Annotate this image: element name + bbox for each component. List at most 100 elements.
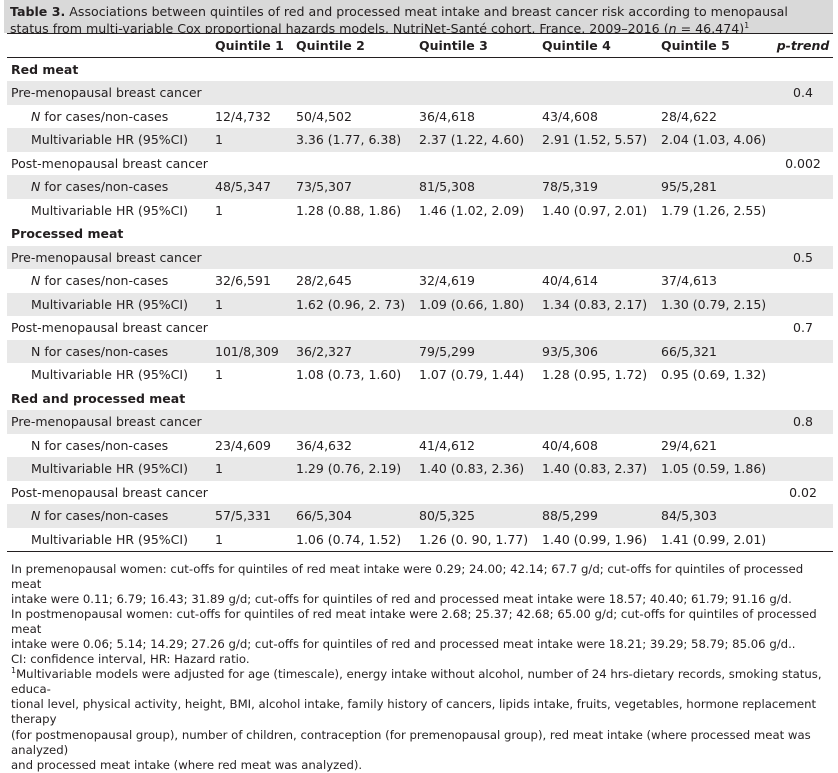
p-trend-empty [773, 363, 833, 387]
cell-quintile-1: 32/6,591 [215, 273, 271, 289]
subgroup-label: Pre-menopausal breast cancer [7, 245, 773, 269]
cell-quintile-2: 36/4,632 [296, 437, 352, 453]
row-label: N for cases/non-cases [7, 504, 215, 528]
row-label-italic: N [31, 508, 41, 524]
cell-quintile-3: 36/4,618 [419, 108, 475, 124]
cell-quintile-2: 1.28 (0.88, 1.86) [296, 202, 402, 218]
cell-quintile-4: 93/5,306 [542, 339, 661, 363]
footnote-premenopausal-line2: intake were 0.11; 6.79; 16.43; 31.89 g/d… [11, 591, 792, 606]
row-label-text: Multivariable HR (95%CI) [31, 461, 188, 477]
footnote-adjustment-text1: Multivariable models were adjusted for a… [11, 667, 822, 697]
cell-quintile-4: 1.40 (0.97, 2.01) [542, 202, 648, 218]
caption-n-symbol: n [668, 20, 677, 34]
p-trend-value: 0.02 [789, 484, 817, 500]
row-label: Multivariable HR (95%CI) [7, 363, 215, 387]
p-trend-value: 0.8 [773, 410, 833, 434]
caption-text: Associations between quintiles of red an… [10, 4, 788, 33]
cell-quintile-3: 1.46 (1.02, 2.09) [419, 202, 525, 218]
table-row: Multivariable HR (95%CI) 1 3.36 (1.77, 6.3… [7, 128, 833, 152]
cell-quintile-5: 37/4,613 [661, 273, 717, 289]
cell-quintile-5: 28/4,622 [661, 108, 717, 124]
header-p-trend: p-trend [773, 33, 833, 58]
cell-quintile-2: 66/5,304 [296, 504, 419, 528]
cell-quintile-2: 28/2,645 [296, 273, 352, 289]
cell-quintile-1: 48/5,347 [215, 175, 296, 199]
row-label-text: for cases/non-cases [40, 508, 169, 524]
table-row: Multivariable HR (95%CI) 1 1.62 (0.96, 2. … [7, 292, 833, 316]
table-row: N for cases/non-cases 57/5,331 66/5,304 80/… [7, 504, 833, 528]
row-label-text: for cases/non-cases [40, 108, 169, 124]
table-row: Multivariable HR (95%CI) 1 1.08 (0.73, 1.6… [7, 363, 833, 387]
subgroup-row: Pre-menopausal breast cancer 0.4 [7, 81, 833, 105]
table-label: Table 3. [10, 4, 66, 19]
row-label: Multivariable HR (95%CI) [7, 292, 215, 316]
cell-quintile-4: 78/5,319 [542, 175, 661, 199]
footnote-adjustment-line1: 1Multivariable models were adjusted for … [11, 667, 833, 697]
cell-quintile-5: 95/5,281 [661, 175, 773, 199]
row-label: Multivariable HR (95%CI) [7, 457, 215, 481]
row-label-italic: N [31, 108, 41, 124]
cell-quintile-1: 23/4,609 [215, 437, 271, 453]
p-trend-value: 0.002 [785, 155, 821, 171]
subgroup-label: Pre-menopausal breast cancer [7, 410, 773, 434]
header-blank [7, 33, 215, 58]
cell-quintile-1: 101/8,309 [215, 339, 296, 363]
subgroup-row: Pre-menopausal breast cancer 0.8 [7, 410, 833, 434]
results-table: Quintile 1 Quintile 2 Quintile 3 Quintil… [7, 33, 833, 552]
p-trend-value: 0.7 [793, 320, 813, 336]
section-title: Processed meat [11, 226, 124, 242]
cell-quintile-5: 2.04 (1.03, 4.06) [661, 128, 773, 152]
header-quintile-4: Quintile 4 [542, 33, 661, 58]
cell-quintile-4: 43/4,608 [542, 108, 598, 124]
header-quintile-5: Quintile 5 [661, 33, 773, 58]
cell-quintile-3: 2.37 (1.22, 4.60) [419, 128, 542, 152]
footnote-adjustment-line2: tional level, physical activity, height,… [11, 697, 817, 727]
footnote-postmenopausal-line2: intake were 0.06; 5.14; 14.29; 27.26 g/d… [11, 636, 796, 651]
section-title: Red and processed meat [11, 390, 186, 406]
cell-quintile-3: 1.26 (0. 90, 1.77) [419, 527, 542, 552]
cell-quintile-4: 1.28 (0.95, 1.72) [542, 367, 648, 383]
row-label-italic: N [31, 273, 41, 289]
section-title: Red meat [11, 62, 79, 77]
cell-quintile-2: 1.29 (0.76, 2.19) [296, 457, 419, 481]
subgroup-row: Post-menopausal breast cancer 0.002 [7, 152, 833, 176]
cell-quintile-4: 1.34 (0.83, 2.17) [542, 292, 661, 316]
cell-quintile-1: 1 [215, 202, 223, 218]
p-trend-empty [773, 339, 833, 363]
cell-quintile-2: 1.06 (0.74, 1.52) [296, 527, 419, 552]
cell-quintile-1: 1 [215, 457, 296, 481]
cell-quintile-3: 79/5,299 [419, 339, 542, 363]
cell-quintile-5: 0.95 (0.69, 1.32) [661, 367, 767, 383]
row-label: N for cases/non-cases [7, 269, 215, 293]
cell-quintile-1: 1 [215, 128, 296, 152]
cell-quintile-3: 1.09 (0.66, 1.80) [419, 292, 542, 316]
table-row: N for cases/non-cases 101/8,309 36/2,327 79… [7, 339, 833, 363]
footnote-adjustment-line4: and processed meat intake (where red mea… [11, 757, 363, 772]
subgroup-row: Post-menopausal breast cancer 0.7 [7, 316, 833, 340]
cell-quintile-2: 36/2,327 [296, 339, 419, 363]
caption-footnote-marker: 1 [744, 20, 750, 30]
row-label-text: Multivariable HR (95%CI) [31, 531, 188, 547]
cell-quintile-1: 12/4,732 [215, 108, 271, 124]
row-label-text: N for cases/non-cases [31, 437, 169, 453]
p-trend-empty [773, 128, 833, 152]
row-label-text: N for cases/non-cases [31, 343, 169, 359]
subgroup-row: Post-menopausal breast cancer 0.02 [7, 481, 833, 505]
table-row: N for cases/non-cases 48/5,347 73/5,307 81/… [7, 175, 833, 199]
row-label: Multivariable HR (95%CI) [7, 527, 215, 552]
cell-quintile-4: 2.91 (1.52, 5.57) [542, 128, 661, 152]
cell-quintile-5: 1.79 (1.26, 2.55) [661, 202, 767, 218]
subgroup-label: Post-menopausal breast cancer [11, 155, 208, 171]
table-caption: Table 3. Associations between quintiles … [4, 0, 833, 33]
header-quintile-3: Quintile 3 [419, 33, 542, 58]
footnote-abbreviations: CI: confidence interval, HR: Hazard rati… [11, 652, 250, 667]
cell-quintile-2: 1.62 (0.96, 2. 73) [296, 292, 419, 316]
table-row: Multivariable HR (95%CI) 1 1.29 (0.76, 2.1… [7, 457, 833, 481]
p-trend-empty [773, 175, 833, 199]
table-row: Multivariable HR (95%CI) 1 1.06 (0.74, 1.5… [7, 527, 833, 552]
table-row: N for cases/non-cases 12/4,732 50/4,502 36/… [7, 105, 833, 129]
cell-quintile-2: 50/4,502 [296, 108, 352, 124]
cell-quintile-5: 84/5,303 [661, 504, 773, 528]
cell-quintile-5: 1.30 (0.79, 2.15) [661, 292, 773, 316]
p-trend-empty [773, 269, 833, 293]
